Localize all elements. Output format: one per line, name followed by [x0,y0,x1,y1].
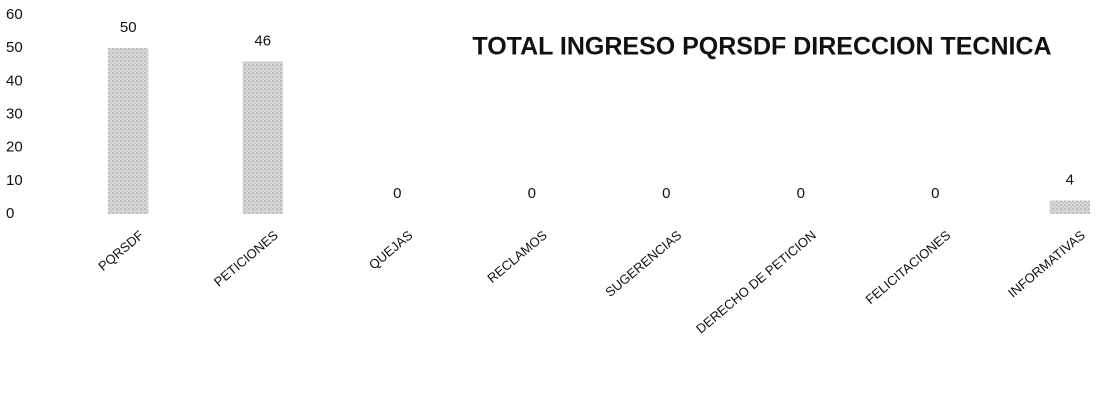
x-tick-label: PETICIONES [211,227,281,289]
x-tick-label: SUGERENCIAS [602,227,684,300]
bar [1049,200,1090,214]
x-tick-label: DERECHO DE PETICION [693,227,819,336]
x-tick-label: FELICITACIONES [863,227,954,307]
x-tick-label: QUEJAS [366,227,416,272]
y-tick-label: 40 [6,72,23,89]
value-label: 46 [254,32,271,49]
chart-title: TOTAL INGRESO PQRSDF DIRECCION TECNICA [472,33,1051,61]
y-tick-label: 10 [6,172,23,189]
y-tick-label: 60 [6,6,23,23]
bar [108,48,149,214]
value-label: 0 [528,185,536,202]
x-tick-label: PQRSDF [95,227,146,273]
bar [242,61,283,214]
y-tick-label: 0 [6,205,14,222]
y-tick-label: 50 [6,39,23,56]
y-tick-label: 30 [6,105,23,122]
x-tick-label: RECLAMOS [484,227,550,286]
value-label: 0 [931,185,939,202]
value-label: 4 [1066,172,1074,189]
y-tick-label: 20 [6,139,23,156]
value-label: 50 [120,19,137,36]
value-label: 0 [662,185,670,202]
value-label: 0 [393,185,401,202]
x-tick-label: INFORMATIVAS [1005,227,1088,300]
value-label: 0 [797,185,805,202]
